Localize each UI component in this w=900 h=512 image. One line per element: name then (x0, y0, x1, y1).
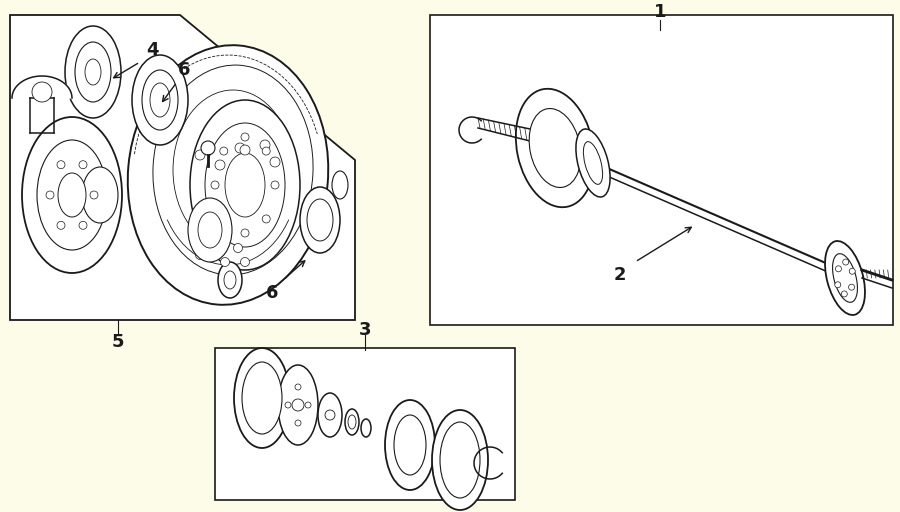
Circle shape (849, 284, 855, 290)
Ellipse shape (224, 271, 236, 289)
Circle shape (235, 143, 245, 153)
Circle shape (850, 268, 855, 274)
Circle shape (295, 384, 301, 390)
Circle shape (842, 259, 849, 265)
Circle shape (201, 141, 215, 155)
Ellipse shape (85, 59, 101, 85)
Ellipse shape (82, 167, 118, 223)
Ellipse shape (58, 173, 86, 217)
Polygon shape (10, 15, 355, 320)
Bar (215, 348, 515, 500)
Circle shape (57, 221, 65, 229)
Circle shape (211, 181, 219, 189)
Circle shape (211, 244, 220, 252)
Ellipse shape (825, 241, 865, 315)
Circle shape (285, 402, 291, 408)
Ellipse shape (332, 171, 348, 199)
Text: 6: 6 (266, 284, 278, 302)
Ellipse shape (529, 109, 580, 187)
Circle shape (79, 161, 87, 168)
Bar (430, 15, 893, 325)
Circle shape (241, 229, 249, 237)
Ellipse shape (75, 42, 111, 102)
Ellipse shape (218, 262, 242, 298)
Circle shape (233, 244, 242, 252)
Circle shape (220, 215, 228, 223)
Ellipse shape (37, 140, 107, 250)
Circle shape (270, 157, 280, 167)
Text: 2: 2 (614, 266, 626, 284)
Ellipse shape (128, 45, 328, 305)
Circle shape (220, 258, 230, 267)
Ellipse shape (278, 365, 318, 445)
Ellipse shape (242, 362, 282, 434)
Ellipse shape (348, 415, 356, 429)
Ellipse shape (345, 409, 359, 435)
Ellipse shape (361, 419, 371, 437)
Circle shape (835, 266, 842, 272)
Circle shape (240, 258, 249, 267)
Ellipse shape (576, 129, 610, 197)
Text: 5: 5 (112, 333, 124, 351)
Ellipse shape (150, 83, 170, 117)
Circle shape (195, 250, 204, 260)
Ellipse shape (440, 422, 480, 498)
Ellipse shape (307, 199, 333, 241)
Circle shape (325, 410, 335, 420)
Circle shape (305, 402, 311, 408)
Circle shape (262, 147, 270, 155)
Ellipse shape (583, 142, 603, 184)
Ellipse shape (205, 123, 285, 247)
Ellipse shape (318, 393, 342, 437)
Ellipse shape (173, 90, 293, 250)
Text: 1: 1 (653, 3, 666, 21)
Circle shape (260, 140, 270, 150)
Ellipse shape (516, 89, 594, 207)
Circle shape (241, 133, 249, 141)
Ellipse shape (225, 153, 265, 217)
Circle shape (262, 215, 270, 223)
Text: 3: 3 (359, 321, 371, 339)
Ellipse shape (394, 415, 426, 475)
Circle shape (842, 291, 847, 297)
Ellipse shape (432, 410, 488, 510)
Ellipse shape (190, 100, 300, 270)
Ellipse shape (832, 253, 858, 302)
Ellipse shape (234, 348, 290, 448)
Circle shape (90, 191, 98, 199)
Text: 4: 4 (146, 41, 158, 59)
Circle shape (57, 161, 65, 168)
Circle shape (37, 87, 47, 97)
Circle shape (195, 150, 205, 160)
Circle shape (215, 160, 225, 170)
Ellipse shape (65, 26, 121, 118)
Ellipse shape (300, 187, 340, 253)
Circle shape (46, 191, 54, 199)
Circle shape (79, 221, 87, 229)
Circle shape (834, 282, 841, 288)
Ellipse shape (22, 117, 122, 273)
Ellipse shape (153, 65, 313, 275)
Circle shape (292, 399, 304, 411)
Circle shape (220, 147, 228, 155)
Polygon shape (12, 76, 72, 98)
Circle shape (240, 145, 250, 155)
Ellipse shape (385, 400, 435, 490)
Text: 6: 6 (178, 61, 190, 79)
Ellipse shape (142, 70, 178, 130)
Circle shape (271, 181, 279, 189)
Circle shape (295, 420, 301, 426)
Circle shape (32, 82, 52, 102)
Ellipse shape (188, 198, 232, 262)
Ellipse shape (132, 55, 188, 145)
Ellipse shape (198, 212, 222, 248)
